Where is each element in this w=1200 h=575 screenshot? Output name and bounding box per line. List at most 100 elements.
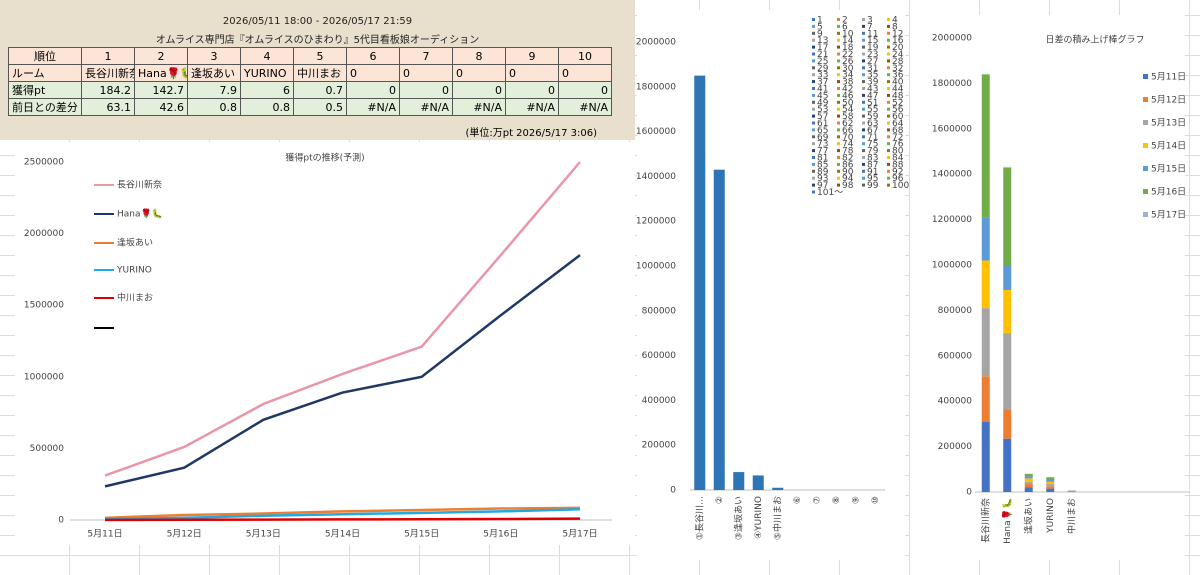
legend-label: 19	[867, 43, 879, 53]
legend-swatch	[1143, 120, 1148, 125]
legend-label: 64	[892, 119, 904, 129]
legend-label: 15	[867, 36, 878, 46]
legend-label: 65	[817, 126, 828, 136]
legend-label: 4	[892, 16, 898, 26]
y-tick-label: 1200000	[932, 215, 972, 225]
legend-label: 14	[842, 36, 854, 46]
bar-segment	[981, 260, 990, 309]
legend-label: 1	[817, 16, 823, 26]
legend-swatch	[862, 128, 865, 132]
legend-label: 97	[817, 181, 828, 191]
y-tick-label: 2000000	[636, 38, 676, 48]
legend-label: 68	[892, 126, 904, 136]
x-tick-label: ③逢坂あい	[732, 496, 744, 540]
legend-label: 66	[842, 126, 854, 136]
legend-swatch	[862, 100, 865, 104]
x-tick-label: ⑩	[871, 496, 881, 504]
legend-label: 51	[867, 98, 878, 108]
legend-label: 中川まお	[117, 292, 153, 304]
table-cell: 前日との差分	[8, 98, 82, 116]
legend-swatch	[887, 73, 890, 77]
legend-label: 92	[892, 167, 903, 177]
legend-swatch	[812, 24, 815, 28]
legend-swatch	[837, 128, 840, 132]
legend-label: YURINO	[116, 266, 152, 276]
bar-segment	[1003, 289, 1012, 334]
legend-label: 72	[892, 133, 903, 143]
legend-label: 47	[867, 91, 878, 101]
legend-swatch	[862, 52, 865, 56]
bar-segment	[1046, 479, 1055, 482]
table-cell: 142.7	[134, 81, 188, 99]
legend-swatch	[837, 114, 840, 118]
summary-panel: 2026/05/11 18:00 - 2026/05/17 21:59 オムライ…	[0, 0, 635, 140]
legend-label: 98	[842, 181, 854, 191]
legend-swatch	[862, 38, 865, 42]
table-cell: 0	[505, 81, 559, 99]
legend-swatch	[812, 59, 815, 63]
legend-label: 5月17日	[1151, 210, 1186, 221]
legend-swatch	[837, 176, 840, 180]
bar-segment	[1024, 484, 1033, 488]
legend-swatch	[837, 100, 840, 104]
legend-label: 38	[842, 78, 854, 88]
bar-segment	[1024, 473, 1033, 477]
x-tick-label: 中川まお	[1065, 498, 1077, 534]
legend-swatch	[862, 45, 865, 49]
table-cell: #N/A	[505, 98, 559, 116]
legend-swatch	[812, 190, 815, 194]
legend-label: 100	[892, 181, 909, 191]
table-cell: 0.7	[293, 81, 347, 99]
legend-label: 43	[867, 85, 878, 95]
legend-swatch	[837, 93, 840, 97]
legend-label: 70	[842, 133, 854, 143]
legend-label: 5月13日	[1151, 118, 1186, 129]
y-tick-label: 200000	[938, 442, 973, 452]
y-tick-label: 2000000	[24, 229, 64, 239]
y-tick-label: 1400000	[932, 170, 972, 180]
legend-label: 5月15日	[1151, 164, 1186, 175]
legend-label: 長谷川新奈	[117, 179, 162, 191]
legend-label: 77	[817, 147, 828, 157]
bar-segment	[1024, 476, 1033, 479]
legend-label: 6	[842, 22, 848, 32]
legend-label: 69	[817, 133, 829, 143]
y-tick-label: 500000	[30, 444, 65, 454]
legend-swatch	[837, 183, 840, 187]
legend-label: 80	[892, 147, 904, 157]
table-cell: 0.8	[187, 98, 241, 116]
legend-swatch	[862, 142, 865, 146]
y-tick-label: 1600000	[636, 127, 676, 137]
y-tick-label: 1400000	[636, 172, 676, 182]
x-tick-label: ⑦	[812, 496, 822, 504]
legend-swatch	[887, 156, 890, 159]
y-tick-label: 1000000	[932, 261, 972, 271]
legend-label: 60	[892, 112, 904, 122]
line-chart-panel	[15, 142, 635, 545]
legend-label: 63	[867, 119, 878, 129]
legend-label: 87	[867, 160, 878, 170]
legend-label: 11	[867, 29, 878, 39]
bar-segment	[1046, 477, 1055, 480]
bar-segment	[981, 217, 990, 261]
table-row: 前日との差分 63.1 42.6 0.8 0.8 0.5 #N/A #N/A #N/A #N/A #…	[8, 98, 612, 116]
series-line	[104, 161, 581, 477]
legend-swatch	[812, 80, 815, 84]
legend-swatch	[812, 121, 815, 125]
legend-label: 42	[842, 85, 853, 95]
legend-label: 89	[817, 167, 829, 177]
series-line	[104, 254, 581, 488]
legend-swatch	[862, 121, 865, 125]
bar-segment	[1003, 265, 1012, 290]
legend-label: 18	[842, 43, 854, 53]
legend-swatch	[812, 52, 815, 56]
legend-swatch	[887, 128, 890, 132]
legend-label: 29	[817, 64, 829, 74]
legend-label: 45	[817, 91, 828, 101]
legend-swatch	[812, 176, 815, 180]
table-cell: 42.6	[134, 98, 188, 116]
legend-swatch	[887, 135, 890, 139]
bar-segment	[1024, 487, 1033, 492]
table-cell: 3	[187, 47, 241, 65]
